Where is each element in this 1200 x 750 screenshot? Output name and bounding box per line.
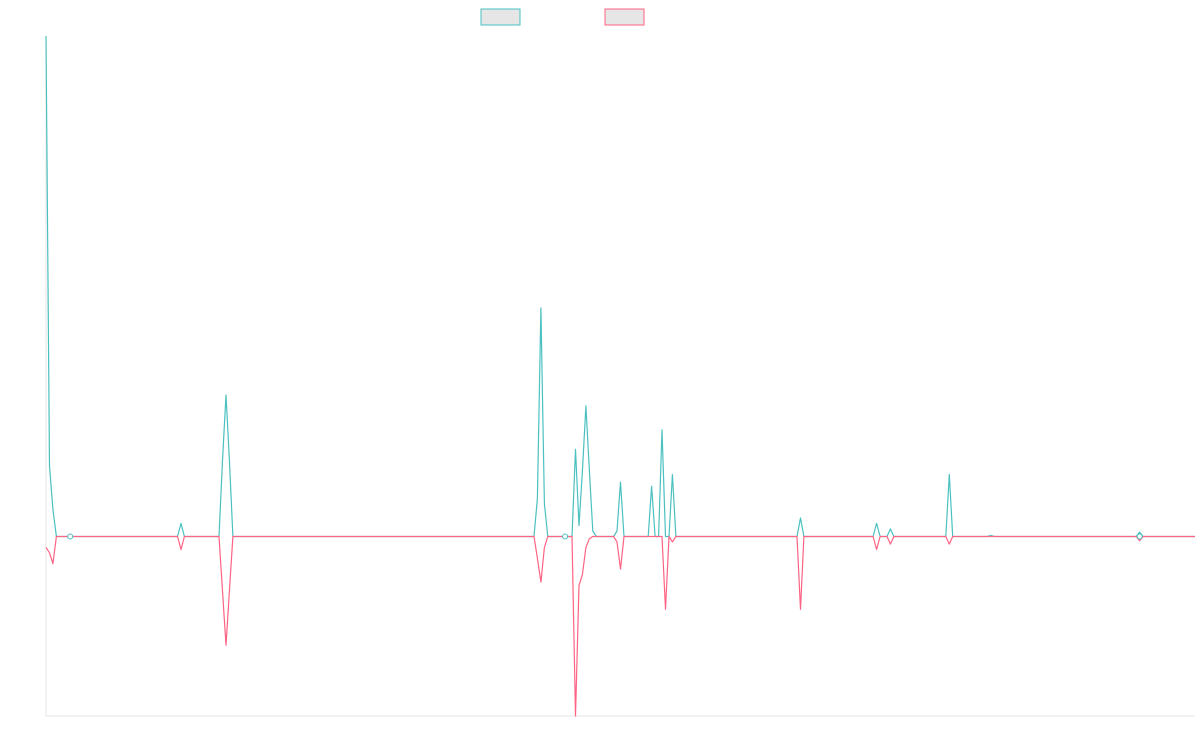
- series-layer: [45, 35, 1195, 717]
- marker-layer: [67, 533, 1143, 540]
- data-point-marker-2: [562, 533, 569, 540]
- data-point-marker-3: [1136, 533, 1143, 540]
- legend: [480, 8, 645, 26]
- legend-swatch-2: [604, 8, 645, 26]
- axes: [45, 36, 1195, 717]
- series-line-1: [45, 35, 1195, 538]
- legend-swatch-1: [480, 8, 521, 26]
- series-line-2: [45, 535, 1195, 717]
- data-point-marker-1: [67, 533, 74, 540]
